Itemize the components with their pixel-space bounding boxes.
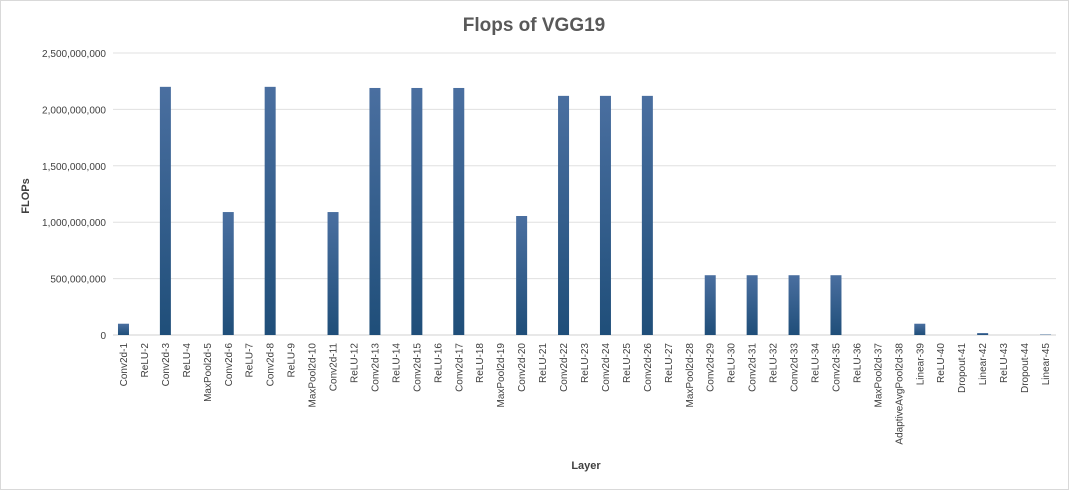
bar-linear-39 (914, 323, 926, 335)
x-tick-label: MaxPool2d-10 (308, 343, 319, 408)
x-tick-label: ReLU-2 (140, 343, 151, 378)
bar-conv2d-20 (516, 215, 528, 335)
x-tick-label: ReLU-32 (769, 343, 780, 383)
x-tick-label: ReLU-7 (245, 343, 256, 378)
x-tick-label: ReLU-40 (936, 343, 947, 383)
bar-conv2d-35 (830, 275, 842, 335)
y-tick-labels: 0 500,000,000 1,000,000,000 1,500,000,000 2,… (42, 49, 106, 342)
x-tick-label: ReLU-23 (580, 343, 591, 383)
x-tick-label: Conv2d-15 (412, 343, 423, 392)
bar-conv2d-17 (453, 87, 465, 335)
bar-conv2d-29 (704, 275, 716, 335)
bar-conv2d-11 (327, 212, 339, 335)
x-tick-label: Conv2d-29 (706, 343, 717, 392)
x-tick-label: ReLU-9 (287, 343, 298, 378)
x-tick-label: ReLU-27 (664, 343, 675, 383)
x-tick-label: Conv2d-11 (329, 343, 340, 392)
x-tick-label: ReLU-16 (433, 343, 444, 383)
x-tick-label: Dropout-44 (1020, 343, 1031, 393)
x-tick-label: ReLU-21 (538, 343, 549, 383)
x-tick-label: ReLU-43 (999, 343, 1010, 383)
x-tick-label: ReLU-30 (727, 343, 738, 383)
y-tick-label: 0 (100, 331, 106, 342)
bar-conv2d-8 (264, 86, 276, 335)
x-tick-label: Conv2d-1 (119, 343, 130, 387)
x-tick-label: Conv2d-31 (748, 343, 759, 392)
x-tick-label: Conv2d-6 (224, 343, 235, 387)
x-tick-label: Linear-42 (978, 343, 989, 386)
y-tick-label: 2,500,000,000 (42, 49, 106, 60)
x-tick-label: Conv2d-35 (831, 343, 842, 392)
x-tick-label: Conv2d-26 (643, 343, 654, 392)
x-tick-label: MaxPool2d-28 (685, 343, 696, 408)
x-tick-label: ReLU-4 (182, 343, 193, 378)
y-tick-label: 1,500,000,000 (42, 162, 106, 173)
x-tick-label: ReLU-25 (622, 343, 633, 383)
bar-conv2d-6 (222, 212, 234, 335)
x-tick-label: Linear-39 (915, 343, 926, 386)
x-tick-label: MaxPool2d-19 (496, 343, 507, 408)
x-tick-label: ReLU-14 (391, 343, 402, 383)
bar-conv2d-26 (641, 95, 653, 335)
x-tick-label: Conv2d-8 (266, 343, 277, 387)
x-tick-label: Conv2d-20 (517, 343, 528, 392)
bar-conv2d-3 (159, 86, 171, 335)
x-tick-label: ReLU-12 (349, 343, 360, 383)
bars (117, 86, 1052, 335)
bar-conv2d-13 (369, 87, 381, 335)
x-tick-label: Conv2d-13 (370, 343, 381, 392)
x-axis-title: Layer (571, 460, 601, 472)
chart-title: Flops of VGG19 (463, 15, 606, 36)
bar-conv2d-33 (788, 275, 800, 335)
bar-linear-42 (977, 333, 989, 335)
bar-conv2d-1 (117, 323, 129, 335)
x-tick-label: ReLU-18 (475, 343, 486, 383)
bar-conv2d-22 (558, 95, 570, 335)
bar-conv2d-24 (599, 95, 611, 335)
y-tick-label: 1,000,000,000 (42, 218, 106, 229)
x-tick-label: ReLU-36 (852, 343, 863, 383)
bar-conv2d-31 (746, 275, 758, 335)
x-tick-label: Dropout-41 (957, 343, 968, 393)
y-axis-title: FLOPs (20, 178, 32, 213)
x-tick-label: Conv2d-33 (790, 343, 801, 392)
bar-conv2d-15 (411, 87, 423, 335)
x-tick-label: MaxPool2d-5 (203, 343, 214, 402)
x-tick-label: ReLU-34 (811, 343, 822, 383)
x-tick-label: Conv2d-22 (559, 343, 570, 392)
x-tick-label: Linear-45 (1041, 343, 1052, 386)
x-tick-label: Conv2d-24 (601, 343, 612, 392)
x-tick-label: Conv2d-17 (454, 343, 465, 392)
x-tick-label: AdaptiveAvgPool2d-38 (894, 343, 905, 445)
x-tick-label: MaxPool2d-37 (873, 343, 884, 408)
y-tick-label: 2,000,000,000 (42, 105, 106, 116)
x-tick-labels: Conv2d-1 ReLU-2 Conv2d-3 ReLU-4 MaxPool2d-5 C… (119, 343, 1052, 445)
y-tick-label: 500,000,000 (50, 275, 106, 286)
x-tick-label: Conv2d-3 (161, 343, 172, 387)
